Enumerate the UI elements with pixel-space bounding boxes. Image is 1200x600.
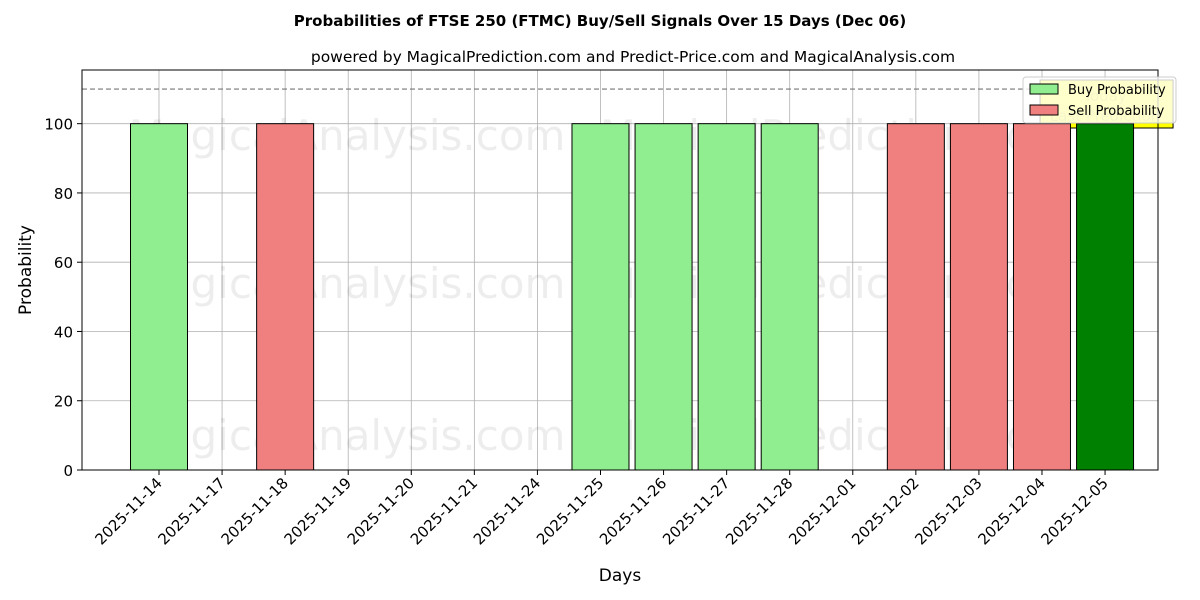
sell-bar-2025-12-02 [886, 123, 945, 471]
sell-bar-2025-12-03 [949, 123, 1008, 471]
chart-subtitle: powered by MagicalPrediction.com and Pre… [311, 48, 955, 66]
y-tick-label: 60 [54, 254, 73, 272]
y-tick-label: 100 [44, 116, 73, 134]
y-tick-label: 80 [54, 185, 73, 203]
watermark: MagicalAnalysis.com [129, 411, 566, 460]
x-tick-label: 2025-12-04 [974, 474, 1048, 548]
x-tick-label: 2025-11-25 [533, 474, 607, 548]
x-tick-label: 2025-12-01 [785, 474, 859, 548]
x-tick-label: 2025-11-18 [218, 474, 292, 548]
buy-bar-2025-11-28 [760, 123, 819, 471]
chart-title: Probabilities of FTSE 250 (FTMC) Buy/Sel… [294, 12, 906, 30]
y-axis-label: Probability [16, 225, 36, 315]
legend-swatch-sell [1029, 104, 1059, 116]
sell-bar-2025-11-18 [256, 123, 315, 471]
watermark: MagicalAnalysis.com [129, 111, 566, 160]
x-tick-label: 2025-12-02 [848, 474, 922, 548]
y-tick-label: 20 [54, 393, 73, 411]
y-tick-label: 0 [63, 462, 73, 480]
x-tick-label: 2025-11-17 [155, 474, 229, 548]
buy-bar-2025-11-27 [697, 123, 756, 471]
buy-bar-2025-11-25 [571, 123, 630, 471]
sell-bar-2025-12-04 [1012, 123, 1071, 471]
legend-label-buy: Buy Probability [1068, 83, 1166, 98]
x-tick-label: 2025-11-24 [470, 474, 544, 548]
buy-bar-2025-11-26 [634, 123, 693, 471]
x-tick-label: 2025-11-26 [596, 474, 670, 548]
x-tick-label: 2025-11-19 [281, 474, 355, 548]
x-tick-label: 2025-11-20 [344, 474, 418, 548]
x-axis-label: Days [599, 566, 642, 586]
x-tick-label: 2025-12-03 [911, 474, 985, 548]
buy-bar-2025-12-05 [1076, 123, 1135, 471]
buy-bar-2025-11-14 [130, 123, 188, 471]
y-tick-label: 40 [54, 323, 73, 341]
x-tick-label: 2025-12-05 [1037, 474, 1111, 548]
legend-swatch-buy [1029, 83, 1059, 95]
x-tick-label: 2025-11-27 [659, 474, 733, 548]
legend [1022, 76, 1177, 124]
watermark: MagicalAnalysis.com [129, 259, 566, 308]
x-tick-label: 2025-11-28 [722, 474, 796, 548]
plot-frame [81, 69, 1159, 471]
x-tick-label: 2025-11-21 [407, 474, 481, 548]
x-tick-label: 2025-11-14 [91, 474, 165, 548]
legend-label-sell: Sell Probability [1068, 104, 1165, 119]
